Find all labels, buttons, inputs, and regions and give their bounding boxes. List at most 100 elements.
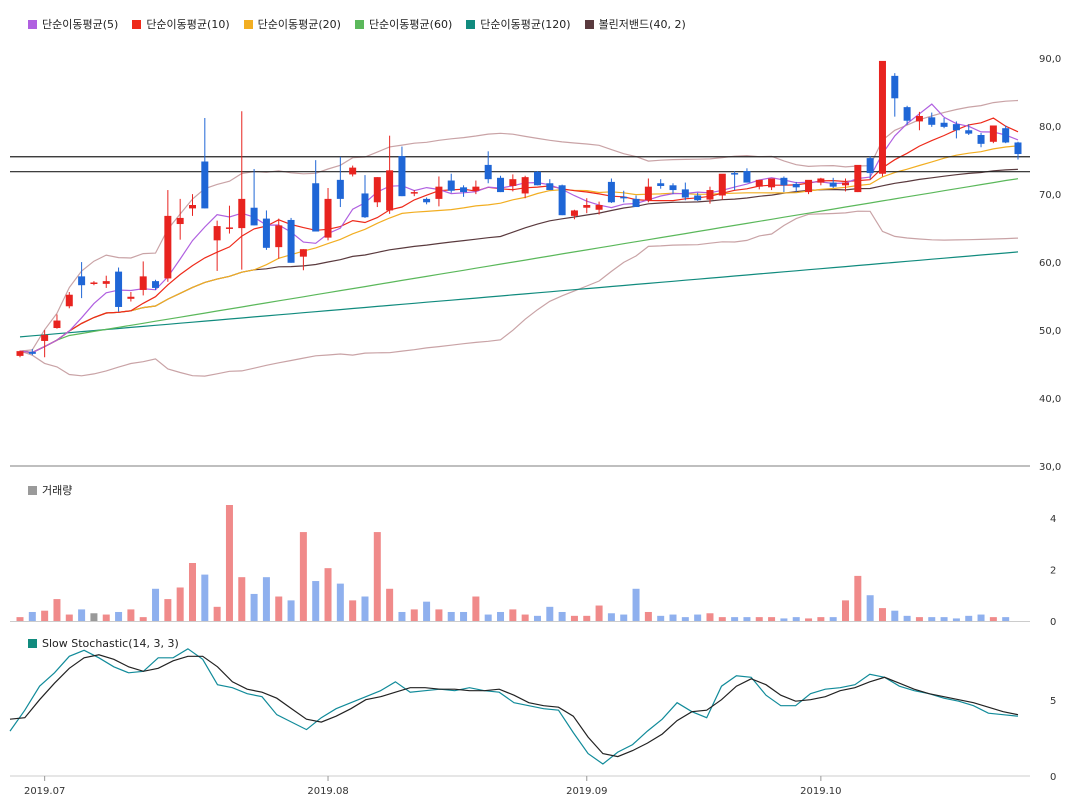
volume-bar: [989, 617, 997, 621]
stoch-y-tick-label: 5: [1050, 696, 1056, 707]
volume-bar: [607, 613, 615, 621]
volume-bar: [447, 611, 455, 621]
volume-bar: [928, 617, 936, 621]
candle-body: [607, 181, 615, 203]
volume-bar: [176, 587, 184, 621]
volume-bar: [164, 599, 172, 621]
volume-bar: [484, 614, 492, 621]
candle-body: [78, 276, 86, 286]
legend-item-2[interactable]: 단순이동평균(20): [243, 16, 341, 32]
volume-bar: [842, 600, 850, 621]
candle-body: [706, 190, 714, 200]
legend-item-5[interactable]: 볼린저밴드(40, 2): [584, 16, 686, 32]
volume-bar: [940, 617, 948, 621]
x-tick-label: 2019.07: [24, 786, 65, 797]
y-tick-label: 70,0: [1039, 190, 1061, 201]
volume-bar: [632, 588, 640, 621]
volume-bar: [139, 617, 147, 621]
candle-body: [435, 186, 443, 199]
legend-label: 단순이동평균(20): [257, 18, 341, 31]
candle-body: [743, 171, 751, 183]
volume-bar: [952, 618, 960, 621]
volume-bar: [262, 577, 270, 621]
candle-body: [940, 122, 948, 127]
legend-label: 단순이동평균(60): [368, 18, 453, 31]
candle-body: [632, 198, 640, 208]
candle-body: [694, 195, 702, 201]
candle-body: [1014, 142, 1022, 155]
candle-body: [238, 198, 246, 229]
candle-body: [657, 183, 665, 186]
candle-body: [595, 205, 603, 210]
candle-body: [53, 320, 61, 329]
volume-bar: [238, 577, 246, 621]
legend-swatch: [466, 19, 476, 29]
volume-bar: [41, 610, 49, 621]
slow-d-line: [9, 654, 1019, 758]
volume-bar: [644, 611, 652, 621]
volume-bar: [460, 611, 468, 621]
volume-bar: [891, 610, 899, 621]
legend-swatch: [132, 19, 142, 29]
candle-body: [546, 183, 554, 191]
volume-bar: [287, 600, 295, 621]
candle-body: [472, 186, 480, 191]
candle-body: [152, 281, 160, 288]
volume-bar: [805, 618, 813, 621]
candle-body: [386, 170, 394, 211]
volume-bar: [373, 532, 381, 621]
legend-item-4[interactable]: 단순이동평균(120): [466, 16, 571, 32]
legend-item-0[interactable]: 단순이동평균(5): [28, 16, 118, 32]
candle-body: [533, 171, 541, 186]
candle-body: [583, 205, 591, 208]
candle-body: [755, 179, 763, 187]
volume-bar: [361, 596, 369, 621]
volume-bar: [792, 617, 800, 621]
candle-body: [780, 177, 788, 186]
x-tick-label: 2019.08: [307, 786, 348, 797]
candle-body: [423, 198, 431, 203]
volume-bar: [152, 588, 160, 621]
volume-bar: [16, 617, 24, 621]
volume-bar: [533, 615, 541, 621]
volume-bar: [410, 609, 418, 621]
candle-body: [1002, 128, 1010, 143]
legend-item-3[interactable]: 단순이동평균(60): [354, 16, 453, 32]
candle-body: [28, 351, 36, 354]
volume-bar: [977, 614, 985, 621]
legend-swatch: [243, 19, 253, 29]
volume-bar: [694, 614, 702, 621]
candle-body: [644, 186, 652, 201]
legend-swatch: [28, 19, 37, 29]
candle-body: [829, 182, 837, 187]
volume-bar: [90, 613, 98, 621]
candle-body: [188, 205, 196, 209]
y-tick-label: 40,0: [1039, 394, 1061, 405]
volume-bar: [1002, 617, 1010, 621]
legend-swatch: [354, 19, 364, 29]
volume-bar: [349, 600, 357, 621]
candle-body: [287, 219, 295, 263]
volume-y-tick-label: 2: [1050, 565, 1056, 576]
volume-bar: [386, 588, 394, 621]
volume-bar: [681, 617, 689, 621]
legend-item-1[interactable]: 단순이동평균(10): [132, 16, 230, 32]
candle-body: [792, 183, 800, 188]
volume-bar: [866, 595, 874, 621]
candle-body: [509, 179, 517, 186]
volume-bar: [509, 609, 517, 621]
candle-body: [915, 115, 923, 122]
candle-body: [16, 351, 24, 356]
candle-body: [965, 130, 973, 134]
candle-body: [903, 107, 911, 121]
candle-body: [805, 179, 813, 193]
candle-body: [164, 215, 172, 279]
candle-body: [299, 249, 307, 257]
y-tick-label: 60,0: [1039, 258, 1061, 269]
candle-body: [336, 179, 344, 199]
volume-bar: [423, 601, 431, 621]
volume-bar: [78, 609, 86, 621]
legend-label: 단순이동평균(5): [42, 18, 119, 31]
volume-legend-item: 거래량: [28, 482, 72, 498]
